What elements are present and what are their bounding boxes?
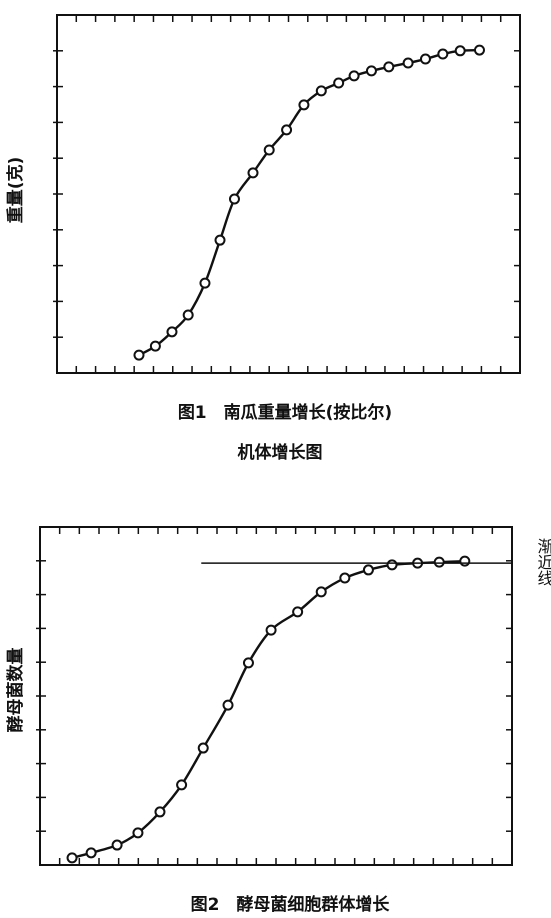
data-point [149, 340, 161, 352]
plot-frame [56, 14, 521, 374]
data-point [85, 847, 97, 859]
data-point [154, 806, 166, 818]
data-point [437, 48, 449, 60]
data-point [182, 309, 194, 321]
data-point [222, 699, 234, 711]
data-point [214, 234, 226, 246]
data-point [362, 564, 374, 576]
data-point [111, 839, 123, 851]
data-point [315, 85, 327, 97]
data-point [66, 852, 78, 864]
caption: 图2 酵母菌细胞群体增长 [191, 894, 391, 915]
data-point [247, 167, 259, 179]
data-point [348, 70, 360, 82]
data-point [298, 99, 310, 111]
data-point [133, 349, 145, 361]
asymptote-label: 渐近线 [535, 538, 551, 586]
data-point [199, 277, 211, 289]
data-point [315, 586, 327, 598]
data-point [383, 61, 395, 73]
data-point [197, 742, 209, 754]
data-point [473, 44, 485, 56]
data-point [339, 572, 351, 584]
y-axis-label: 重量(克) [5, 157, 26, 224]
data-point [166, 326, 178, 338]
caption: 机体增长图 [238, 442, 323, 463]
data-point [402, 57, 414, 69]
data-point [263, 144, 275, 156]
data-point [386, 559, 398, 571]
data-point [132, 827, 144, 839]
growth-curve [71, 559, 465, 860]
data-point [242, 657, 254, 669]
data-point [454, 45, 466, 57]
growth-curve [138, 48, 480, 357]
y-axis-label: 酵母菌数量 [5, 648, 26, 733]
plot-frame [39, 526, 513, 866]
data-point [433, 556, 445, 568]
caption: 图1 南瓜重量增长(按比尔) [178, 402, 392, 423]
data-point [365, 65, 377, 77]
data-point [419, 53, 431, 65]
data-point [281, 124, 293, 136]
data-point [228, 193, 240, 205]
data-point [292, 606, 304, 618]
data-point [459, 555, 471, 567]
data-point [333, 77, 345, 89]
data-point [176, 779, 188, 791]
data-point [265, 624, 277, 636]
